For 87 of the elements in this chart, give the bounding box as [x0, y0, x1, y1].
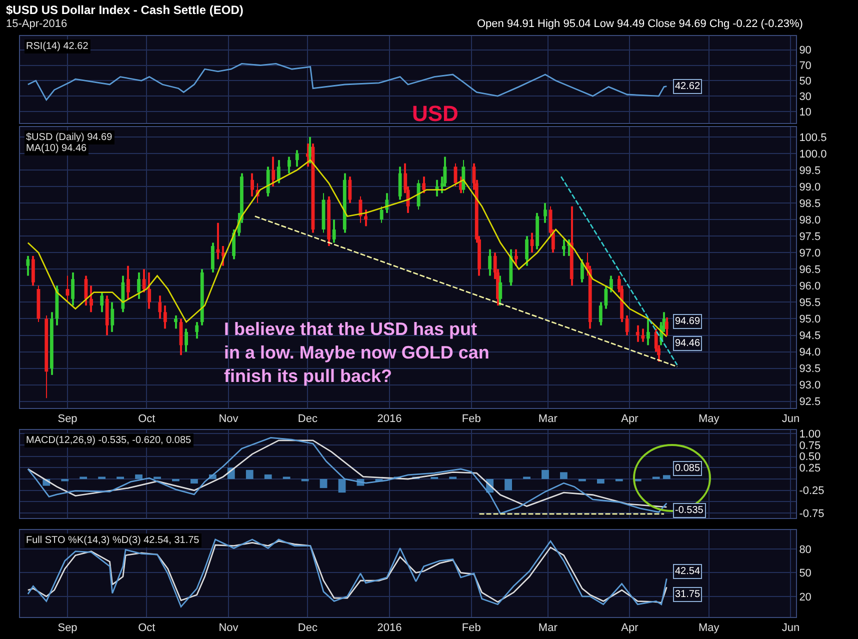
y-tick-label: 50 — [799, 76, 812, 88]
line-series — [27, 63, 668, 101]
y-tick-label: 70 — [799, 60, 812, 72]
annotation: 31.75 — [675, 589, 700, 600]
x-tick-label: Feb — [462, 413, 481, 426]
y-tick-label: 20 — [799, 591, 812, 604]
bar — [301, 478, 309, 482]
x-tick-label: Nov — [218, 622, 239, 634]
x-tick-label: Jun — [782, 622, 800, 634]
x-tick-label: Oct — [138, 413, 156, 426]
x-tick-label: Dec — [298, 622, 318, 634]
y-tick-label: 100.0 — [799, 148, 827, 160]
y-tick-label: 99.5 — [799, 164, 821, 177]
y-tick-label: 0.25 — [799, 462, 821, 474]
y-tick-label: 90 — [799, 44, 812, 57]
x-tick-label: May — [698, 622, 720, 634]
bar — [190, 478, 198, 484]
annotation: 0.085 — [675, 463, 700, 474]
y-tick-label: 97.5 — [799, 230, 821, 243]
annotation: 94.46 — [675, 338, 700, 349]
annotation: 94.69 — [675, 316, 700, 327]
annotation: MA(10) 94.46 — [26, 143, 88, 154]
y-tick-label: 98.5 — [799, 198, 821, 210]
bar — [246, 470, 254, 479]
y-tick-label: 100.5 — [799, 132, 827, 144]
bar — [560, 472, 568, 479]
line-series — [27, 159, 668, 338]
bar — [615, 478, 623, 482]
y-tick-label: 95.5 — [799, 297, 821, 310]
y-tick-label: 97.0 — [799, 247, 821, 260]
annotation: Full STO %K(14,3) %D(3) 42.54, 31.75 — [26, 535, 200, 546]
y-tick-label: -0.75 — [799, 508, 824, 520]
annotation: MACD(12,26,9) -0.535, -0.620, 0.085 — [26, 435, 192, 446]
y-tick-label: 98.0 — [799, 214, 821, 226]
annotation: I believe that the USD has put in a low. Maybe now GOLD can finish its pull back? — [224, 319, 490, 386]
x-tick-label: Feb — [462, 622, 481, 634]
y-tick-label: 10 — [799, 106, 812, 118]
y-tick-label: 95.0 — [799, 314, 821, 326]
x-tick-label: Oct — [138, 622, 156, 634]
bar — [320, 478, 328, 488]
x-tick-label: Sep — [58, 622, 78, 634]
bar — [338, 478, 346, 493]
bar — [61, 478, 69, 482]
annotation: $USD (Daily) 94.69 — [26, 132, 113, 143]
y-tick-label: 0.50 — [799, 451, 821, 464]
chart-title: USD — [412, 101, 458, 126]
annotation: 42.54 — [675, 566, 700, 577]
x-tick-label: Apr — [621, 413, 639, 426]
bar — [264, 474, 272, 479]
x-tick-label: 2016 — [377, 413, 402, 426]
y-tick-label: 96.0 — [799, 280, 821, 293]
x-tick-label: Sep — [58, 413, 78, 426]
y-tick-label: 50 — [799, 568, 812, 580]
x-tick-label: Nov — [218, 413, 239, 426]
x-tick-label: Apr — [621, 622, 639, 634]
bar — [662, 475, 670, 479]
y-tick-label: 99.0 — [799, 181, 821, 194]
candlestick — [216, 222, 220, 260]
y-tick-label: 96.5 — [799, 264, 821, 276]
y-tick-label: 30 — [799, 90, 812, 103]
y-tick-label: 92.5 — [799, 396, 821, 408]
bar — [542, 470, 549, 479]
y-tick-label: 1.00 — [799, 428, 821, 440]
x-tick-label: May — [698, 413, 720, 426]
y-tick-label: 94.5 — [799, 330, 821, 342]
chart-subtitle: 15-Apr-2016 — [6, 18, 68, 30]
text: Open 94.91 High 95.04 Low 94.49 Close 94.69 Chg -0.22 (-0.23%) — [477, 18, 803, 30]
x-tick-label: Jun — [782, 413, 800, 426]
bar — [596, 478, 604, 484]
x-tick-label: Mar — [538, 622, 558, 634]
bar — [578, 478, 586, 482]
annotation: -0.535 — [675, 505, 704, 516]
y-tick-label: 94.0 — [799, 346, 821, 359]
annotation: RSI(14) 42.62 — [26, 41, 89, 52]
x-tick-label: 2016 — [377, 622, 402, 634]
y-tick-label: 80 — [799, 544, 812, 556]
x-tick-label: Dec — [298, 413, 318, 426]
chart-title: $USD US Dollar Index - Cash Settle (EOD) — [6, 3, 244, 17]
annotation: 42.62 — [675, 81, 700, 92]
bar — [172, 478, 180, 482]
bar — [135, 474, 142, 479]
y-tick-label: -0.25 — [799, 485, 824, 498]
y-tick-label: 93.0 — [799, 380, 821, 392]
y-tick-label: 93.5 — [799, 363, 821, 376]
bar — [504, 478, 512, 490]
y-tick-label: 0.75 — [799, 440, 821, 452]
x-tick-label: Mar — [538, 413, 558, 426]
